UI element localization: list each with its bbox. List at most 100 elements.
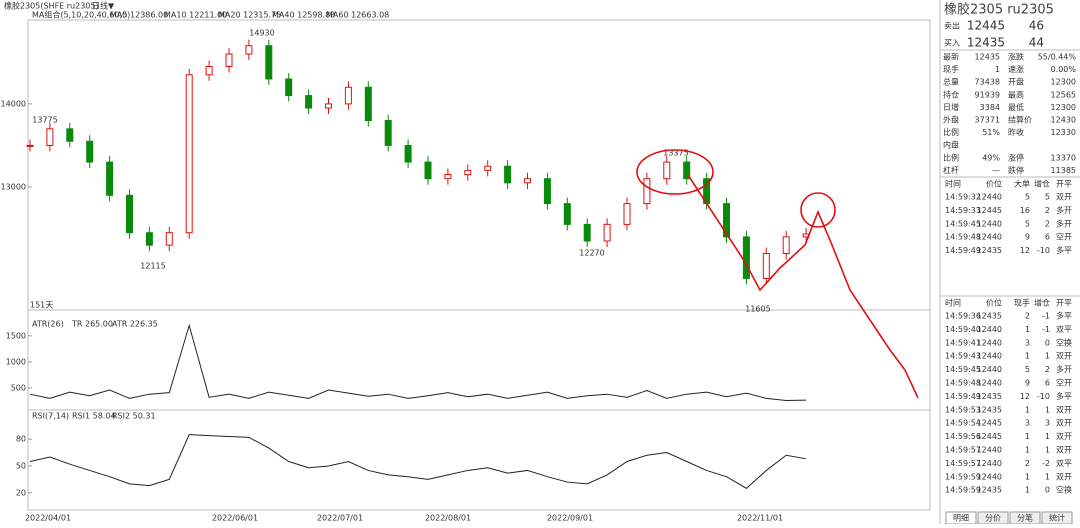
ma-legend: MA10 12211.00 — [164, 11, 227, 20]
table-cell: 1 — [1025, 446, 1030, 455]
stat-cell: 1 — [995, 65, 1000, 74]
stat-cell: 51% — [982, 128, 1000, 137]
stat-cell: 55/0.44% — [1038, 53, 1077, 62]
table-cell: 0 — [1045, 486, 1050, 495]
table-cell: 5 — [1025, 193, 1030, 202]
y-tick-label: 20 — [16, 488, 26, 497]
stat-cell: 持仓 — [943, 89, 959, 99]
table-cell: 14:59:43 — [945, 352, 981, 361]
table-cell: 多开 — [1056, 205, 1072, 215]
table-cell: 14:59:49 — [945, 392, 981, 401]
table-cell: 12 — [1020, 392, 1030, 401]
table-cell: 12435 — [977, 392, 1002, 401]
stat-cell: 跌停 — [1008, 165, 1024, 175]
candle-body — [285, 78, 293, 97]
candle-body — [583, 223, 591, 242]
bar-count: 151天 — [30, 301, 53, 310]
table-cell: 多开 — [1056, 218, 1072, 228]
quote-volume: 44 — [1029, 36, 1044, 50]
tab-label[interactable]: 统计 — [1049, 513, 1065, 523]
table-cell: 12440 — [977, 352, 1002, 361]
candle-body — [46, 128, 54, 146]
stat-cell: 91939 — [975, 90, 1000, 99]
y-tick-label: 50 — [16, 461, 26, 470]
stat-cell: 37371 — [975, 116, 1000, 125]
table-cell: -10 — [1037, 392, 1050, 401]
indicator-legend: RSI2 50.31 — [112, 412, 156, 421]
frames — [27, 0, 1080, 524]
stat-cell: 最低 — [1008, 102, 1024, 112]
period-select[interactable]: 日线▼ — [92, 1, 115, 11]
candle-body — [165, 232, 173, 246]
candle-body — [543, 178, 551, 205]
table-cell: 1 — [1025, 432, 1030, 441]
table-header: 价位 — [986, 298, 1002, 308]
stat-cell: 13370 — [1051, 153, 1076, 162]
stat-cell: 涨跌 — [1008, 52, 1024, 62]
tab-label[interactable]: 分价 — [985, 514, 1001, 523]
candle-body — [26, 144, 34, 147]
candle-body — [384, 120, 392, 146]
tab-label[interactable]: 明细 — [953, 513, 969, 523]
stat-cell: 速涨 — [1008, 64, 1024, 74]
stat-cell: 12330 — [1051, 128, 1076, 137]
x-tick-label: 2022/06/01 — [212, 514, 258, 523]
table-cell: -2 — [1042, 459, 1050, 468]
quote-price: 12435 — [967, 36, 1005, 50]
table-header: 时间 — [945, 179, 961, 189]
table-cell: 1 — [1045, 446, 1050, 455]
y-tick-label: 1500 — [6, 331, 26, 340]
candle-body — [782, 236, 790, 254]
table-cell: 12440 — [977, 233, 1002, 242]
table-cell: 3 — [1025, 419, 1030, 428]
table-cell: 双开 — [1056, 432, 1072, 441]
table-cell: 1 — [1025, 325, 1030, 334]
table-cell: 2 — [1025, 312, 1030, 321]
candle-body — [325, 103, 332, 109]
table-cell: 空开 — [1056, 232, 1072, 242]
ma-legend: MA20 12315.75 — [218, 11, 281, 20]
table-cell: 1 — [1025, 472, 1030, 481]
price-annotation: 11605 — [745, 305, 770, 314]
table-cell: 14:59:40 — [945, 325, 981, 334]
stat-cell: 0.00% — [1051, 65, 1077, 74]
table-cell: 12440 — [977, 446, 1002, 455]
table-cell: 空开 — [1056, 378, 1072, 388]
candle-body — [126, 194, 133, 234]
candle-body — [344, 86, 352, 105]
candle-body — [723, 203, 730, 238]
table-cell: 12445 — [977, 432, 1002, 441]
table-cell: 12435 — [977, 246, 1002, 255]
ma-legend: MA60 12663.08 — [326, 11, 389, 20]
candle-body — [86, 140, 94, 163]
header-title: 橡胶2305(SHFE ru2305) — [4, 1, 99, 11]
table-cell: 3 — [1045, 419, 1050, 428]
table-cell: 14:59:33 — [945, 206, 981, 215]
quote-label: 卖出 — [944, 21, 960, 31]
indicator-legend: TR 265.00 — [71, 320, 113, 329]
table-cell: 12445 — [977, 419, 1002, 428]
table-cell: 双开 — [1056, 472, 1072, 481]
price-annotation: 13775 — [32, 116, 57, 125]
stat-cell: 比例 — [943, 127, 959, 137]
table-cell: 1 — [1045, 352, 1050, 361]
indicator-legend: ATR 226.35 — [112, 320, 158, 329]
price-annotation: 12115 — [140, 262, 165, 271]
table-cell: 14:59:59 — [945, 486, 981, 495]
stat-cell: 涨停 — [1008, 152, 1024, 162]
table-cell: 12440 — [977, 193, 1002, 202]
table-cell: 14:59:56 — [945, 432, 981, 441]
table-header: 时间 — [945, 298, 961, 308]
y-tick-label: 13000 — [1, 183, 26, 192]
table-cell: 12440 — [977, 459, 1002, 468]
x-tick-label: 2022/07/01 — [317, 514, 363, 523]
candle-body — [464, 169, 472, 176]
tab-label[interactable]: 分笔 — [1017, 513, 1033, 523]
indicator-legend: RSI1 58.04 — [72, 412, 116, 421]
table-cell: 1 — [1045, 472, 1050, 481]
stat-cell: 49% — [982, 153, 1000, 162]
candle-body — [424, 161, 432, 180]
stat-cell: 结算价 — [1008, 115, 1032, 125]
indicator-legend: RSI(7,14) — [32, 412, 69, 421]
